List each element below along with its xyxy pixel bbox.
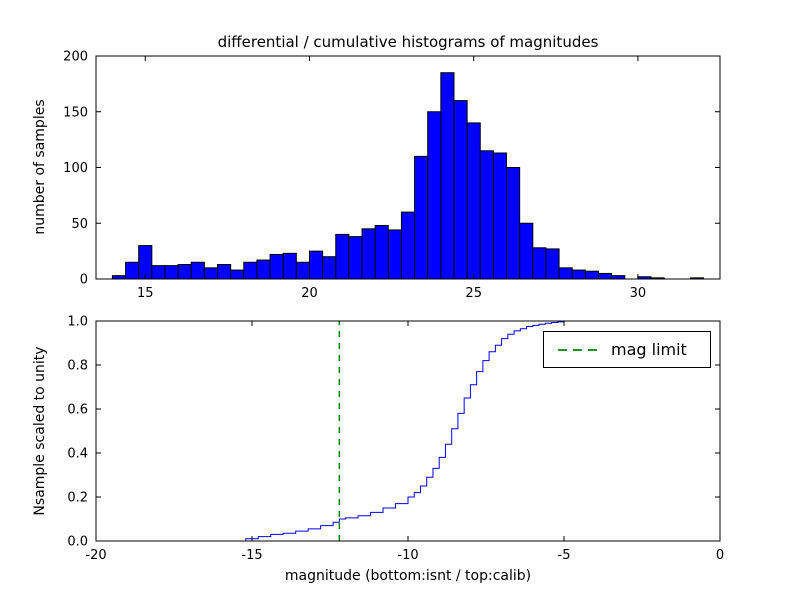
histogram-bar [571,269,586,280]
histogram-bar [611,275,626,280]
svg-text:0: 0 [80,273,88,288]
histogram-bar [453,100,468,280]
histogram-bar [322,256,337,280]
histogram-bar [203,267,219,280]
svg-text:1.0: 1.0 [67,315,88,330]
top-y-axis-label: number of samples [32,99,48,235]
svg-text:0.0: 0.0 [67,535,88,550]
svg-text:20: 20 [301,286,318,301]
svg-text:-20: -20 [85,548,106,563]
svg-text:0.8: 0.8 [67,359,88,374]
histogram-bar [545,248,560,280]
histogram-bar [111,275,127,280]
histogram-bar [400,211,416,280]
histogram-bar [348,236,363,280]
svg-text:0.2: 0.2 [67,491,88,506]
top-tick-marks [96,55,720,280]
histogram-bar [151,265,166,280]
svg-text:150: 150 [63,105,88,120]
histogram-bar [243,261,258,280]
svg-text:100: 100 [63,161,88,176]
svg-text:50: 50 [71,217,88,232]
svg-text:25: 25 [465,286,482,301]
histogram-bar [440,72,455,280]
histogram-bar [190,261,205,280]
histogram-bar [414,155,429,280]
histogram-bar [374,224,389,280]
svg-text:-10: -10 [397,548,418,563]
svg-text:30: 30 [630,286,647,301]
bottom-y-axis-label: Nsample scaled to unity [32,346,48,516]
histogram-bar [558,267,573,280]
histogram-bar [217,264,232,280]
histogram-bar [479,150,494,280]
histogram-bar [597,272,613,280]
svg-text:0: 0 [716,548,724,563]
histogram-bar [164,265,179,280]
svg-text:15: 15 [137,286,154,301]
histogram-bar [466,122,481,280]
histogram-bar [387,229,402,280]
histogram-bar [308,250,324,280]
svg-text:0.6: 0.6 [67,403,88,418]
legend-label: mag limit [611,340,687,359]
cumulative-step-line [233,320,720,542]
top-tick-labels: 15 20 25 30 0 50 100 150 200 [63,50,646,302]
svg-text:0.4: 0.4 [67,447,88,462]
histogram-bar [584,270,599,280]
histogram-bar [492,152,508,280]
histogram-bar [282,252,297,280]
svg-text:-15: -15 [241,548,262,563]
histogram-bar [138,245,153,280]
bottom-x-axis-label: magnitude (bottom:isnt / top:calib) [284,568,532,584]
mag-limit-legend-line-icon [558,348,598,351]
svg-text:-5: -5 [558,548,571,563]
histogram-bar [506,167,521,280]
histogram-bar [335,233,350,280]
histogram-bar [256,259,271,280]
histogram-bar [125,261,140,280]
histogram-bar [295,261,310,280]
bottom-tick-marks [95,320,721,542]
histogram-bar [519,222,534,280]
histogram-bar [269,253,284,280]
bottom-tick-labels: -20 -15 -10 -5 0 0.0 0.2 0.4 0.6 0.8 1.0 [67,315,724,564]
histogram-bar [230,269,245,280]
chart-title: differential / cumulative histograms of … [217,33,599,51]
histogram-bars [111,72,705,280]
histogram-bar [427,111,442,280]
histogram-bar [532,247,547,280]
histogram-bar [361,228,376,280]
svg-text:200: 200 [63,50,88,65]
histogram-bar [177,264,192,280]
legend: mag limit [543,331,711,368]
